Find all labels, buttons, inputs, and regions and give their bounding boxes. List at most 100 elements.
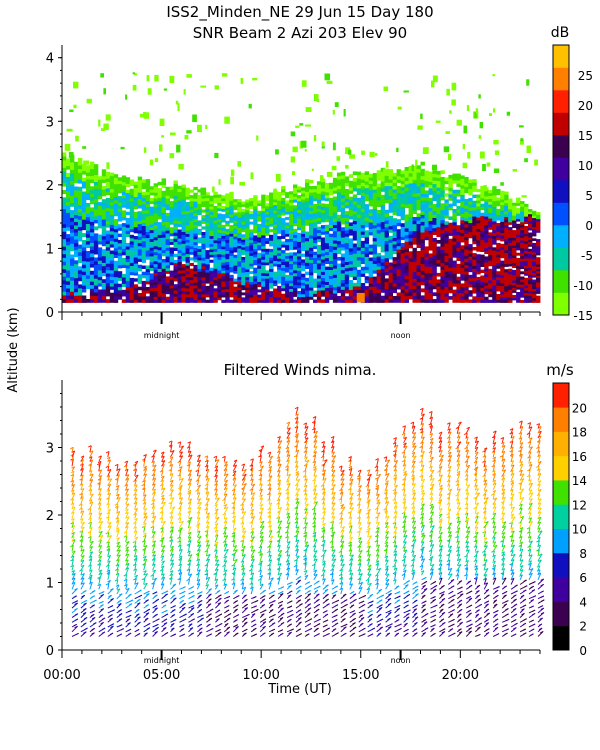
snr-cell [356, 204, 362, 209]
snr-cell [225, 280, 230, 284]
wind-barb-flag [80, 474, 84, 477]
snr-cell [173, 198, 178, 203]
snr-cell [301, 199, 306, 203]
snr-cell [157, 299, 162, 303]
snr-cell [408, 237, 413, 242]
snr-cell [488, 246, 493, 250]
snr-cell [62, 152, 67, 157]
snr-cell [412, 196, 417, 201]
snr-cell [408, 227, 413, 232]
wind-plot-area [70, 406, 545, 637]
snr-cell [528, 281, 533, 285]
snr-cell [492, 276, 497, 280]
snr-cell [237, 268, 242, 272]
snr-cell [249, 221, 254, 225]
snr-cell [293, 199, 298, 203]
snr-cell [113, 235, 119, 239]
snr-cell [504, 202, 509, 206]
snr-cell [133, 199, 139, 204]
snr-cell [436, 256, 441, 261]
snr-cell [133, 296, 139, 300]
wind-barb [98, 569, 103, 576]
snr-speck [147, 88, 152, 95]
snr-cell [157, 231, 162, 235]
snr-cell [516, 216, 521, 219]
snr-cell [488, 299, 493, 303]
snr-cell [416, 216, 421, 221]
snr-cell [316, 296, 322, 300]
snr-cell [261, 208, 266, 212]
snr-cell [85, 233, 91, 238]
snr-cell [436, 272, 441, 277]
snr-cell [105, 273, 111, 277]
snr-cell [62, 265, 67, 270]
snr-cell [277, 225, 282, 229]
snr-cell [66, 201, 71, 206]
snr-cell [129, 225, 135, 230]
snr-cell [436, 295, 441, 300]
snr-cell [328, 245, 334, 249]
snr-cell [293, 208, 298, 212]
snr-cell [388, 195, 393, 200]
snr-cell [380, 289, 386, 293]
snr-cell [221, 278, 226, 282]
snr-cell [344, 245, 350, 250]
snr-cell [460, 226, 465, 230]
snr-cell [488, 212, 493, 216]
snr-cell [316, 266, 322, 270]
snr-cell [209, 201, 214, 205]
snr-cell [133, 251, 139, 255]
wind-barb-flag [89, 473, 94, 477]
snr-cell [173, 186, 178, 190]
snr-cell [253, 235, 258, 239]
snr-cell [70, 261, 75, 266]
snr-cell [424, 276, 429, 280]
snr-cell [261, 262, 266, 266]
snr-cell [217, 272, 222, 276]
snr-cell [508, 201, 513, 205]
snr-cell [293, 281, 298, 286]
snr-cell [380, 194, 386, 199]
snr-cell [428, 224, 433, 228]
snr-cell [145, 253, 151, 257]
snr-cell [293, 190, 298, 194]
snr-cell [113, 212, 119, 217]
snr-cell [452, 244, 457, 249]
snr-y-tick-label: 3 [46, 115, 54, 130]
snr-speck [240, 77, 244, 84]
snr-cell [189, 209, 194, 213]
snr-cell [528, 237, 533, 240]
snr-cell [109, 250, 115, 255]
snr-cell [444, 286, 449, 291]
snr-cell [348, 292, 354, 297]
snr-cell [500, 227, 505, 231]
snr-speck [290, 131, 296, 137]
snr-cell [408, 258, 413, 262]
snr-cell [436, 197, 441, 201]
snr-cell [424, 210, 429, 214]
snr-cell [428, 282, 433, 287]
snr-cell [217, 245, 222, 249]
snr-cell [416, 233, 421, 238]
snr-cell [217, 264, 222, 268]
snr-cell [432, 224, 437, 229]
snr-cell [500, 190, 505, 194]
snr-cell [464, 299, 469, 303]
snr-cell [368, 212, 374, 217]
snr-cell [237, 240, 242, 244]
snr-cell [372, 195, 378, 200]
snr-cell [185, 190, 190, 194]
snr-cell [269, 274, 274, 278]
snr-cell [74, 281, 79, 286]
snr-cell [193, 279, 198, 283]
wind-barb-flag [81, 573, 85, 576]
snr-cell [496, 299, 501, 303]
snr-cell [428, 299, 433, 303]
snr-cell [273, 235, 278, 239]
snr-cell [241, 252, 246, 255]
snr-cell [480, 185, 485, 190]
snr-cell [165, 247, 170, 251]
snr-cell [484, 233, 489, 237]
snr-cell [249, 200, 254, 204]
snr-speck [186, 74, 192, 78]
